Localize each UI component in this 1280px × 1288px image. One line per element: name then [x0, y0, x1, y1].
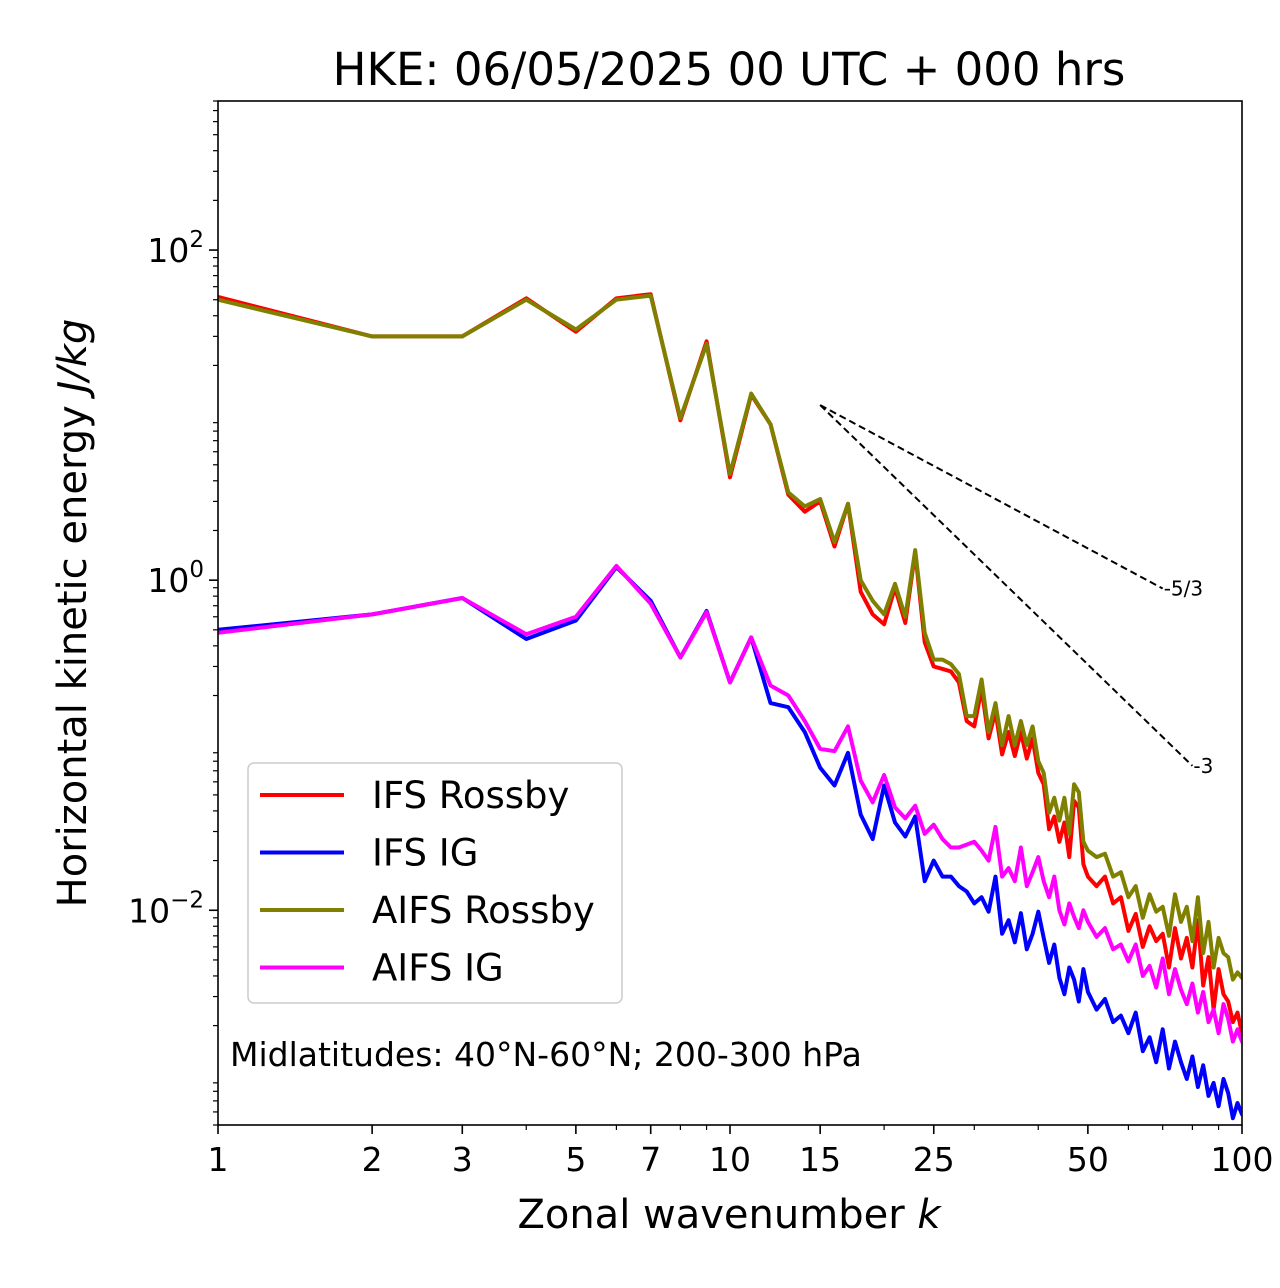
- y-tick-exponent: 0: [189, 557, 204, 583]
- x-tick-label: 25: [913, 1140, 955, 1179]
- x-axis-label-var: k: [917, 1192, 942, 1238]
- x-axis-label-text: Zonal wavenumber: [517, 1192, 905, 1238]
- legend-label: IFS Rossby: [372, 774, 569, 817]
- region-annotation: Midlatitudes: 40°N-60°N; 200-300 hPa: [230, 1035, 862, 1074]
- y-tick-exponent: 2: [189, 227, 204, 253]
- x-tick-label: 10: [709, 1140, 751, 1179]
- chart-title: HKE: 06/05/2025 00 UTC + 000 hrs: [333, 43, 1126, 96]
- y-tick-base: 10: [147, 561, 189, 600]
- y-tick-base: 10: [147, 231, 189, 270]
- legend-box: [247, 762, 623, 1004]
- series-line: [218, 293, 1242, 982]
- legend-label: AIFS IG: [372, 947, 504, 990]
- x-tick-label: 1: [208, 1140, 229, 1179]
- series-line: [218, 563, 1242, 1044]
- legend: IFS Rossby IFS IG AIFS Rossby AIFS IG: [247, 762, 623, 1004]
- reference-slope-label: -5/3: [1164, 577, 1203, 601]
- x-tick-label: 7: [640, 1140, 661, 1179]
- legend-label: IFS IG: [372, 832, 478, 875]
- series-line: [218, 292, 1242, 1036]
- legend-label: AIFS Rossby: [372, 889, 595, 932]
- x-tick-label: 2: [362, 1140, 383, 1179]
- y-tick-label: 100: [147, 557, 204, 600]
- reference-slope-line: [819, 404, 1194, 767]
- x-tick-label: 15: [799, 1140, 841, 1179]
- x-tick-label: 3: [452, 1140, 473, 1179]
- series-line: [218, 565, 1242, 1121]
- minor-ticks: [213, 100, 1220, 1130]
- reference-slope-label: -3: [1193, 754, 1213, 778]
- y-tick-base: 10: [128, 891, 170, 930]
- x-tick-label: 100: [1211, 1140, 1274, 1179]
- y-tick-label: 10−2: [128, 887, 204, 930]
- x-tick-label: 5: [565, 1140, 586, 1179]
- series-lines: [218, 292, 1242, 1121]
- y-tick-label: 102: [147, 227, 204, 270]
- reference-slope-line: [819, 404, 1164, 590]
- reference-slopes: -5/3 -3: [819, 404, 1213, 778]
- y-axis-label-text: Horizontal kinetic energy: [50, 405, 96, 907]
- y-tick-exponent: −2: [170, 887, 204, 913]
- x-axis: 1 2 3 5 7 10 15 25 50 100: [208, 1125, 1274, 1179]
- x-axis-label: Zonal wavenumber k: [517, 1192, 942, 1238]
- y-axis-label-unit: J/kg: [50, 319, 96, 400]
- x-tick-label: 50: [1067, 1140, 1109, 1179]
- y-axis-label: Horizontal kinetic energy J/kg: [50, 319, 96, 908]
